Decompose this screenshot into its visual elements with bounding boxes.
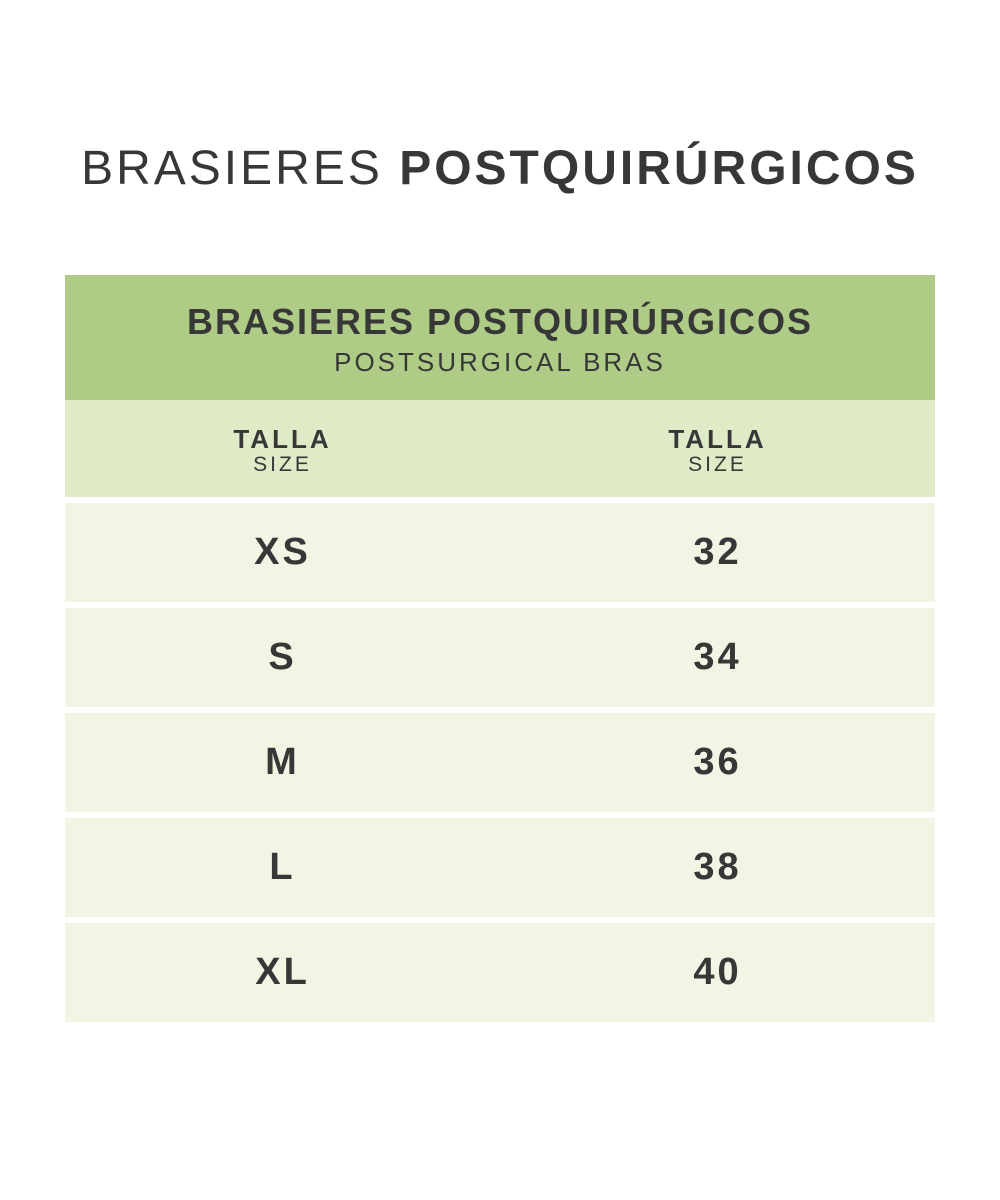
size-number-cell: 40 (500, 923, 935, 1022)
size-letter-cell: XS (65, 503, 500, 602)
size-number-cell: 36 (500, 713, 935, 812)
table-banner-title: BRASIERES POSTQUIRÚRGICOS (75, 301, 925, 343)
table-row: XS 32 (65, 497, 935, 602)
column-header-sub: SIZE (75, 453, 490, 477)
page-title-light: BRASIERES (81, 142, 399, 195)
table-row: S 34 (65, 602, 935, 707)
table-row: M 36 (65, 707, 935, 812)
table-banner-subtitle: POSTSURGICAL BRAS (75, 347, 925, 378)
size-letter-cell: S (65, 608, 500, 707)
column-header-sub: SIZE (510, 453, 925, 477)
size-letter-cell: XL (65, 923, 500, 1022)
column-header-2: TALLA SIZE (500, 400, 935, 497)
table-row: L 38 (65, 812, 935, 917)
page-title-bold: POSTQUIRÚRGICOS (399, 142, 919, 195)
column-headers: TALLA SIZE TALLA SIZE (65, 400, 935, 497)
table-body: XS 32 S 34 M 36 L 38 XL 40 (65, 497, 935, 1022)
column-header-main: TALLA (510, 424, 925, 455)
column-header-1: TALLA SIZE (65, 400, 500, 497)
size-letter-cell: L (65, 818, 500, 917)
size-number-cell: 32 (500, 503, 935, 602)
size-table: BRASIERES POSTQUIRÚRGICOS POSTSURGICAL B… (65, 275, 935, 1022)
page-title: BRASIERES POSTQUIRÚRGICOS (81, 145, 919, 193)
table-banner: BRASIERES POSTQUIRÚRGICOS POSTSURGICAL B… (65, 275, 935, 400)
table-row: XL 40 (65, 917, 935, 1022)
column-header-main: TALLA (75, 424, 490, 455)
size-number-cell: 38 (500, 818, 935, 917)
size-number-cell: 34 (500, 608, 935, 707)
size-letter-cell: M (65, 713, 500, 812)
